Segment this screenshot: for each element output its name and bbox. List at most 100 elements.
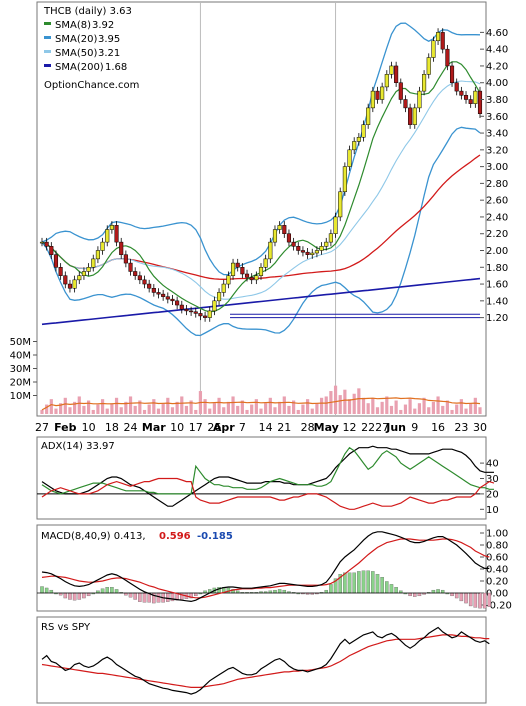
legend-sma200-label: SMA(200): [55, 62, 104, 73]
date-tick-label: 7: [239, 421, 246, 434]
candle-body: [375, 90, 380, 100]
volume-bar: [236, 405, 240, 414]
candle-body: [394, 65, 399, 83]
volume-bar: [133, 405, 137, 414]
volume-bar: [296, 409, 300, 414]
candle-body: [77, 275, 82, 281]
panel-y-tick-label: 40: [486, 459, 499, 470]
rs-line: [41, 634, 490, 688]
price-y-tick-label: 3.80: [486, 95, 508, 106]
date-tick-label: 22: [361, 421, 375, 434]
candle-body: [408, 107, 413, 125]
macd-line: [41, 531, 490, 603]
volume-bar: [161, 403, 165, 414]
volume-bar: [264, 403, 268, 414]
volume-bar: [156, 408, 161, 414]
date-tick-label: Mar: [142, 421, 166, 434]
macd-histogram-bar: [194, 592, 198, 597]
volume-bar: [455, 404, 459, 414]
macd-histogram-bar: [385, 581, 389, 594]
candle-body: [370, 90, 375, 109]
volume-bar: [45, 404, 49, 414]
candle-body: [179, 304, 184, 310]
adx-line: [41, 446, 494, 495]
candle-body: [67, 283, 73, 289]
volume-bar: [301, 404, 305, 414]
candle-body: [156, 292, 161, 295]
candle-body: [459, 90, 464, 96]
volume-bar: [427, 407, 431, 414]
volume-bar: [389, 405, 394, 414]
candle-body: [123, 254, 128, 264]
rs-title: RS vs SPY: [41, 622, 91, 633]
candle-body: [277, 225, 282, 230]
candle-body: [207, 310, 212, 318]
candle-body: [403, 99, 408, 109]
price-y-tick-label: 2.80: [486, 179, 508, 190]
volume-bar: [287, 405, 291, 414]
adx-line: [41, 477, 495, 510]
candle-body: [412, 107, 417, 125]
macd-histogram-bar: [487, 592, 492, 607]
price-y-tick-label: 2.60: [486, 196, 508, 207]
macd-histogram-bar: [454, 592, 459, 599]
volume-bar: [361, 397, 366, 414]
panel-y-tick-label: 30: [486, 474, 499, 485]
macd-histogram-bar: [482, 592, 487, 609]
macd-series: 1.000.800.600.400.200.00-0.20: [37, 529, 512, 612]
candle-body: [314, 250, 319, 254]
candle-body: [417, 90, 422, 109]
volume-bar: [459, 399, 463, 414]
volume-bar: [110, 403, 114, 414]
volume-bar: [217, 397, 221, 414]
candle-body: [221, 283, 226, 293]
panel-y-tick-label: 0.00: [486, 589, 508, 600]
candle-body: [142, 279, 147, 285]
volume-bar: [422, 397, 426, 414]
volume-y-tick-label: 50M: [10, 337, 31, 348]
candle-body: [58, 267, 63, 276]
volume-y-ticks: 50M 40M 30M 20M 10M: [10, 337, 37, 402]
candle-body: [39, 241, 45, 244]
legend-swatch-sma50: [44, 50, 51, 53]
panel-y-tick-label: 0.40: [486, 565, 508, 576]
volume-bar: [375, 407, 380, 414]
rs-line: [41, 626, 490, 695]
macd-histogram-bar: [77, 592, 82, 600]
adx-series: 40 30 20 10: [37, 445, 499, 516]
volume-bar: [417, 403, 422, 414]
macd-histogram-bar: [72, 592, 77, 601]
price-y-tick-label: 4.60: [486, 28, 508, 39]
volume-bar: [59, 403, 63, 414]
volume-bar: [436, 396, 440, 414]
volume-bar: [203, 399, 207, 414]
macd-histogram-bar: [166, 592, 170, 602]
candle-body: [431, 40, 436, 58]
macd-histogram-bar: [464, 592, 468, 604]
candle-body: [310, 252, 315, 255]
candle-body: [422, 74, 427, 92]
date-tick-label: 24: [124, 421, 138, 434]
volume-bar: [245, 409, 249, 414]
date-tick-label: 23: [454, 421, 468, 434]
volume-bar: [73, 401, 77, 414]
volume-bar: [63, 397, 67, 414]
volume-bar: [152, 399, 156, 414]
volume-bar: [231, 396, 235, 414]
volume-bar: [212, 403, 217, 414]
volume-bar: [119, 407, 123, 414]
candle-body: [436, 32, 441, 42]
candle-body: [254, 275, 259, 281]
date-tick-label: 12: [343, 421, 357, 434]
volume-y-tick-label: 10M: [10, 391, 31, 402]
candle-body: [473, 90, 478, 104]
volume-bar: [54, 408, 58, 414]
volume-bar: [399, 409, 403, 414]
date-tick-label: May: [314, 421, 339, 434]
volume-bar: [385, 396, 389, 414]
volume-bar: [222, 407, 226, 414]
volume-bar: [250, 404, 254, 414]
macd-histogram-bar: [375, 574, 380, 594]
volume-bar: [441, 405, 445, 414]
candle-body: [389, 65, 394, 75]
